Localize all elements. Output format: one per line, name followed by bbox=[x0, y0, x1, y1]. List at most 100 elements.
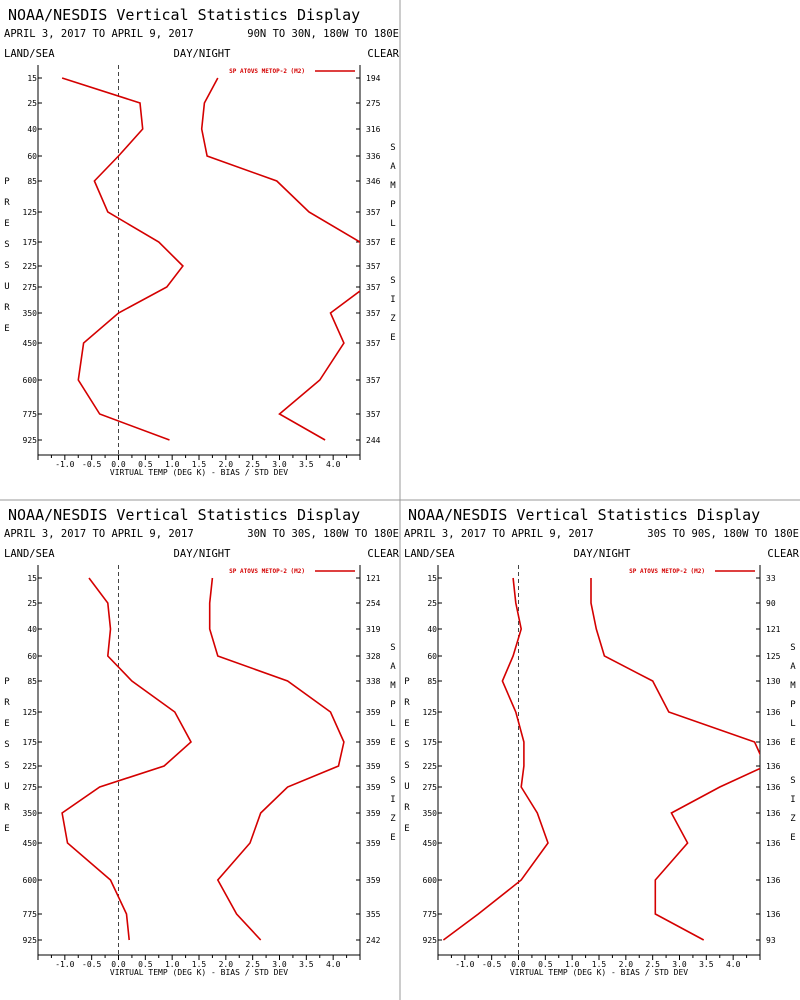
x-tick-label: 4.0 bbox=[326, 960, 341, 969]
pressure-level-label: 925 bbox=[423, 936, 438, 945]
pressure-level-label: 600 bbox=[423, 876, 438, 885]
pressure-level-label: 125 bbox=[23, 708, 38, 717]
date-range: APRIL 3, 2017 TO APRIL 9, 2017 bbox=[404, 528, 594, 540]
pressure-level-label: 15 bbox=[27, 574, 37, 583]
date-range: APRIL 3, 2017 TO APRIL 9, 2017 bbox=[4, 28, 194, 40]
sample-size-label: 136 bbox=[766, 738, 781, 747]
sample-size-label: 136 bbox=[766, 708, 781, 717]
pressure-level-label: 125 bbox=[423, 708, 438, 717]
sample-size-label: 244 bbox=[366, 436, 381, 445]
sample-size-label: 319 bbox=[366, 625, 381, 634]
day-night-label: DAY/NIGHT bbox=[174, 48, 232, 60]
pressure-level-label: 450 bbox=[23, 839, 38, 848]
pressure-level-label: 925 bbox=[23, 436, 38, 445]
land-sea-label: LAND/SEA bbox=[404, 548, 455, 560]
x-tick-label: 3.5 bbox=[699, 960, 714, 969]
x-tick-label: 3.0 bbox=[672, 960, 687, 969]
x-tick-label: 3.0 bbox=[272, 460, 287, 469]
std-dev-series-line bbox=[208, 577, 345, 941]
pressure-level-label: 175 bbox=[23, 738, 38, 747]
x-tick-label: 0.5 bbox=[138, 960, 153, 969]
x-tick-label: 2.5 bbox=[245, 960, 260, 969]
chart-title: NOAA/NESDIS Vertical Statistics Display bbox=[8, 506, 360, 524]
sample-size-label: 357 bbox=[366, 410, 381, 419]
region-label: 30N TO 30S, 180W TO 180E bbox=[247, 528, 399, 540]
sample-size-label: 346 bbox=[366, 177, 381, 186]
chart-panel-1: NOAA/NESDIS Vertical Statistics Display A… bbox=[4, 6, 400, 477]
legend-label: SP ATOVS METOP-2 (M2) bbox=[229, 68, 305, 75]
pressure-level-label: 60 bbox=[27, 152, 37, 161]
pressure-level-label: 25 bbox=[27, 599, 37, 608]
pressure-level-label: 450 bbox=[23, 339, 38, 348]
bias-series-line bbox=[442, 577, 549, 941]
pressure-level-label: 275 bbox=[23, 283, 38, 292]
sample-size-label: 357 bbox=[366, 283, 381, 292]
land-sea-label: LAND/SEA bbox=[4, 548, 55, 560]
x-tick-label: 4.0 bbox=[726, 960, 741, 969]
sample-size-label: 357 bbox=[366, 238, 381, 247]
pressure-level-label: 350 bbox=[23, 309, 38, 318]
pressure-level-label: 175 bbox=[23, 238, 38, 247]
sample-size-label: 136 bbox=[766, 783, 781, 792]
clear-label: CLEAR bbox=[367, 548, 399, 560]
day-night-label: DAY/NIGHT bbox=[574, 548, 632, 560]
pressure-level-label: 40 bbox=[427, 625, 437, 634]
x-tick-label: 0.0 bbox=[111, 460, 126, 469]
x-axis-title: VIRTUAL TEMP (DEG K) - BIAS / STD DEV bbox=[110, 468, 288, 477]
sample-size-label: 275 bbox=[366, 99, 381, 108]
sample-size-label: 357 bbox=[366, 376, 381, 385]
x-tick-label: -1.0 bbox=[55, 460, 74, 469]
x-tick-label: 1.0 bbox=[165, 960, 180, 969]
sample-size-label: 357 bbox=[366, 208, 381, 217]
pressure-level-label: 25 bbox=[427, 599, 437, 608]
sample-size-label: 359 bbox=[366, 762, 381, 771]
x-tick-label: 0.0 bbox=[511, 960, 526, 969]
sample-size-label: 359 bbox=[366, 876, 381, 885]
x-tick-label: 0.0 bbox=[111, 960, 126, 969]
sample-size-label: 136 bbox=[766, 762, 781, 771]
sample-size-label: 194 bbox=[366, 74, 381, 83]
pressure-level-label: 175 bbox=[423, 738, 438, 747]
sample-size-label: 336 bbox=[366, 152, 381, 161]
sample-size-label: 130 bbox=[766, 677, 781, 686]
pressure-level-label: 225 bbox=[23, 762, 38, 771]
pressure-level-label: 350 bbox=[423, 809, 438, 818]
clear-label: CLEAR bbox=[367, 48, 399, 60]
pressure-level-label: 60 bbox=[27, 652, 37, 661]
sample-size-label: 136 bbox=[766, 839, 781, 848]
pressure-level-label: 40 bbox=[27, 125, 37, 134]
x-axis-title: VIRTUAL TEMP (DEG K) - BIAS / STD DEV bbox=[110, 968, 288, 977]
sample-size-label: 93 bbox=[766, 936, 776, 945]
sample-size-label: 136 bbox=[766, 876, 781, 885]
region-label: 90N TO 30N, 180W TO 180E bbox=[247, 28, 399, 40]
pressure-level-label: 40 bbox=[27, 625, 37, 634]
pressure-level-label: 60 bbox=[427, 652, 437, 661]
pressure-level-label: 225 bbox=[23, 262, 38, 271]
x-tick-label: 2.0 bbox=[219, 460, 234, 469]
sample-size-label: 357 bbox=[366, 339, 381, 348]
x-tick-label: 1.5 bbox=[192, 960, 207, 969]
chart-title: NOAA/NESDIS Vertical Statistics Display bbox=[8, 6, 360, 24]
x-tick-label: 3.5 bbox=[299, 960, 314, 969]
x-tick-label: 3.0 bbox=[272, 960, 287, 969]
x-tick-label: -0.5 bbox=[482, 960, 501, 969]
pressure-level-label: 775 bbox=[423, 910, 438, 919]
x-tick-label: 2.0 bbox=[619, 960, 634, 969]
pressure-level-label: 85 bbox=[27, 177, 37, 186]
date-range: APRIL 3, 2017 TO APRIL 9, 2017 bbox=[4, 528, 194, 540]
pressure-level-label: 275 bbox=[423, 783, 438, 792]
sample-size-label: 359 bbox=[366, 839, 381, 848]
pressure-level-label: 450 bbox=[423, 839, 438, 848]
legend-label: SP ATOVS METOP-2 (M2) bbox=[229, 568, 305, 575]
chart-panel-3: NOAA/NESDIS Vertical Statistics Display A… bbox=[404, 506, 800, 977]
pressure-level-label: 600 bbox=[23, 876, 38, 885]
sample-size-label: 90 bbox=[766, 599, 776, 608]
pressure-level-label: 775 bbox=[23, 410, 38, 419]
chart-panel-2: NOAA/NESDIS Vertical Statistics Display A… bbox=[4, 506, 400, 977]
sample-size-label: 359 bbox=[366, 809, 381, 818]
